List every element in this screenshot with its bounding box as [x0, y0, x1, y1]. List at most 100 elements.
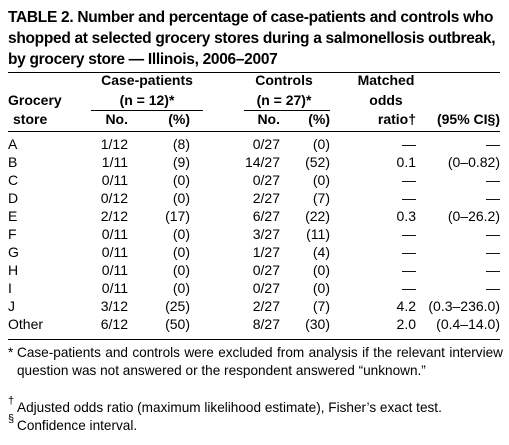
odds-ratio-cell: —: [402, 244, 416, 260]
ctrl-no-cell: 2/27: [252, 190, 280, 206]
odds-ratio-cell: 0.3: [396, 208, 416, 224]
ctrl-pct-cell: (0): [312, 172, 330, 188]
case-no-cell: 6/12: [100, 316, 128, 332]
store-cell: F: [8, 226, 17, 242]
case-no-cell: 3/12: [100, 298, 128, 314]
ctrl-pct-cell: (11): [306, 226, 330, 242]
odds-ratio-cell: —: [402, 136, 416, 152]
odds-ratio-cell: 0.1: [396, 154, 416, 170]
ci-cell: —: [486, 136, 500, 152]
ctrl-no-cell: 0/27: [252, 172, 280, 188]
case-pct-header: (%): [168, 111, 190, 127]
ctrl-no-cell: 8/27: [252, 316, 280, 332]
footnote-star-mark: *: [8, 345, 14, 360]
ctrl-pct-header: (%): [308, 111, 330, 127]
store-cell: I: [8, 280, 12, 296]
case-pct-cell: (0): [172, 280, 190, 296]
table-title: TABLE 2. Number and percentage of case-p…: [8, 9, 496, 68]
case-pct-cell: (17): [165, 208, 190, 224]
top-rule: [8, 72, 500, 73]
ctrl-no-cell: 1/27: [252, 244, 280, 260]
ci-cell: (0–26.2): [447, 208, 500, 224]
ctrl-no-cell: 0/27: [252, 280, 280, 296]
ci-cell: —: [486, 280, 500, 296]
case-no-cell: 1/11: [101, 154, 128, 170]
ctrl-pct-cell: (0): [312, 280, 330, 296]
controls-header: Controls: [255, 72, 313, 88]
ctrl-pct-cell: (0): [312, 262, 330, 278]
store-cell: A: [8, 136, 18, 152]
footnote-section-mark: §: [8, 413, 15, 425]
case-no-header: No.: [105, 111, 128, 127]
ci-cell: (0.4–14.0): [436, 316, 500, 332]
ci-cell: —: [486, 262, 500, 278]
case-no-cell: 0/11: [101, 226, 128, 242]
case-no-cell: 0/12: [100, 190, 128, 206]
store-cell: G: [8, 244, 19, 260]
odds-ratio-cell: —: [402, 226, 416, 242]
matched-header: Matched: [357, 72, 415, 88]
ctrl-pct-cell: (7): [312, 298, 330, 314]
footnote-section-text: Confidence interval.: [17, 418, 138, 433]
case-pct-cell: (0): [172, 226, 190, 242]
odds-ratio-cell: 4.2: [396, 298, 416, 314]
ci-cell: (0–0.82): [447, 154, 500, 170]
ctrl-no-cell: 0/27: [252, 136, 280, 152]
ctrl-pct-cell: (7): [312, 190, 330, 206]
odds-ratio-cell: —: [402, 262, 416, 278]
case-patients-header: Case-patients: [101, 72, 193, 88]
case-pct-cell: (0): [172, 244, 190, 260]
odds-ratio-cell: —: [402, 190, 416, 206]
odds-ratio-cell: 2.0: [396, 316, 416, 332]
store-cell: D: [8, 190, 19, 206]
ctrl-pct-cell: (4): [312, 244, 330, 260]
ctrl-no-cell: 3/27: [252, 226, 280, 242]
ratio-header: ratio†: [377, 111, 416, 127]
store-header: store: [13, 111, 48, 127]
case-no-cell: 0/11: [101, 280, 128, 296]
ctrl-no-cell: 2/27: [252, 298, 280, 314]
grocery-header: Grocery: [8, 92, 62, 108]
ctrl-pct-cell: (22): [305, 208, 330, 224]
case-pct-cell: (0): [172, 190, 190, 206]
ctrl-pct-cell: (52): [305, 154, 330, 170]
case-no-cell: 0/11: [101, 244, 128, 260]
ctrl-pct-cell: (30): [305, 316, 330, 332]
case-no-cell: 0/11: [101, 262, 128, 278]
footnote-star-text: Case-patients and controls were excluded…: [17, 345, 503, 378]
case-patients-n: (n = 12)*: [119, 92, 175, 108]
footnote-dagger-mark: †: [8, 395, 15, 407]
ci-cell: —: [486, 190, 500, 206]
ci-cell: (0.3–236.0): [428, 298, 500, 314]
store-cell: J: [8, 298, 15, 314]
footnote-dagger-text: Adjusted odds ratio (maximum likelihood …: [17, 400, 442, 415]
ctrl-pct-cell: (0): [312, 136, 330, 152]
store-cell: B: [8, 154, 18, 170]
case-no-cell: 0/11: [101, 172, 128, 188]
ci-cell: —: [486, 226, 500, 242]
case-pct-cell: (25): [165, 298, 190, 314]
ci-header: (95% CI§): [436, 111, 500, 127]
case-pct-cell: (0): [172, 262, 190, 278]
case-no-cell: 2/12: [100, 208, 128, 224]
table-bottom-rule: [8, 339, 500, 340]
ctrl-no-header: No.: [257, 111, 280, 127]
case-no-cell: 1/12: [100, 136, 128, 152]
store-cell: Other: [8, 316, 44, 332]
case-pct-cell: (9): [172, 154, 190, 170]
odds-ratio-cell: —: [402, 172, 416, 188]
controls-underline: [244, 110, 330, 111]
ctrl-no-cell: 0/27: [252, 262, 280, 278]
store-cell: C: [8, 172, 19, 188]
store-cell: E: [8, 208, 18, 224]
case-pct-cell: (50): [165, 316, 190, 332]
ci-cell: —: [486, 172, 500, 188]
odds-ratio-cell: —: [402, 280, 416, 296]
ctrl-no-cell: 14/27: [244, 154, 280, 170]
odds-header: odds: [369, 92, 403, 108]
case-patients-underline: [91, 110, 203, 111]
ci-cell: —: [486, 244, 500, 260]
header-bottom-rule: [8, 131, 500, 132]
case-pct-cell: (8): [172, 136, 190, 152]
